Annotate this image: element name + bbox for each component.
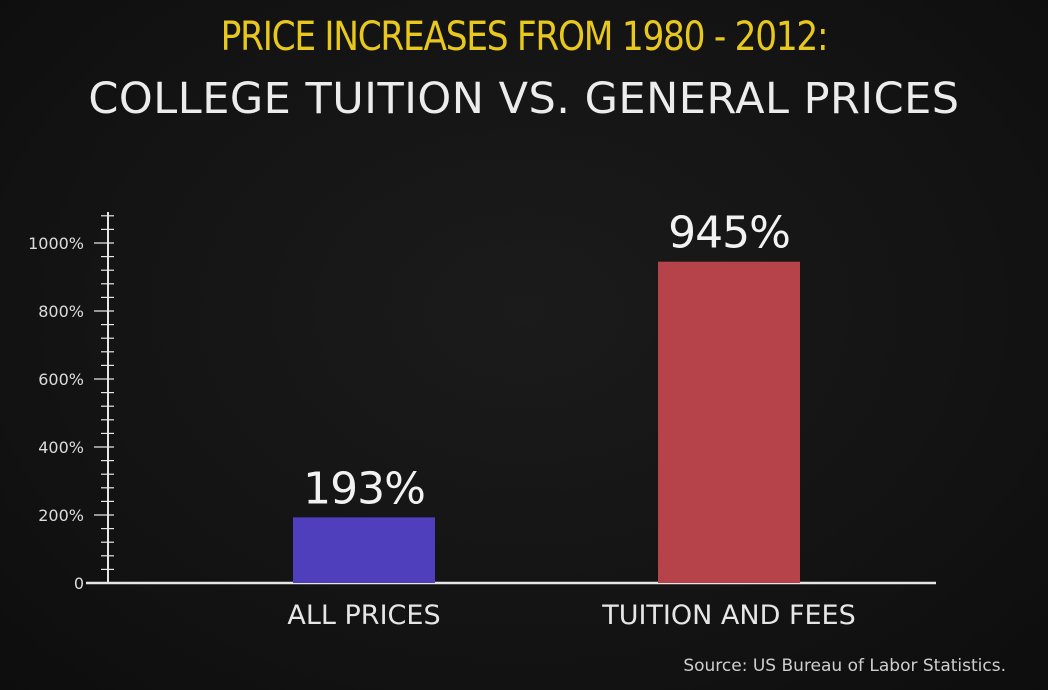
- source-note: Source: US Bureau of Labor Statistics.: [683, 656, 1006, 676]
- bar: [293, 517, 435, 583]
- bar-layer: [293, 261, 800, 583]
- y-tick-label: 200%: [38, 506, 84, 525]
- category-label: TUITION AND FEES: [601, 600, 856, 631]
- chart-title: PRICE INCREASES FROM 1980 - 2012:: [220, 14, 829, 60]
- y-tick-label: 800%: [38, 302, 84, 321]
- bar-value-label: 193%: [303, 463, 425, 514]
- label-layer: 0 200% 400% 600% 800% 1000% 193% ALL PRICES 945%…: [28, 208, 856, 631]
- axis-layer: [86, 212, 936, 585]
- bar-value-label: 945%: [668, 208, 790, 259]
- y-tick-label: 0: [74, 574, 84, 593]
- y-tick-label: 400%: [38, 438, 84, 457]
- bar: [658, 261, 800, 583]
- chart-subtitle: COLLEGE TUITION VS. GENERAL PRICES: [88, 74, 960, 124]
- y-tick-label: 600%: [38, 370, 84, 389]
- y-tick-label: 1000%: [28, 234, 84, 253]
- category-label: ALL PRICES: [287, 600, 440, 631]
